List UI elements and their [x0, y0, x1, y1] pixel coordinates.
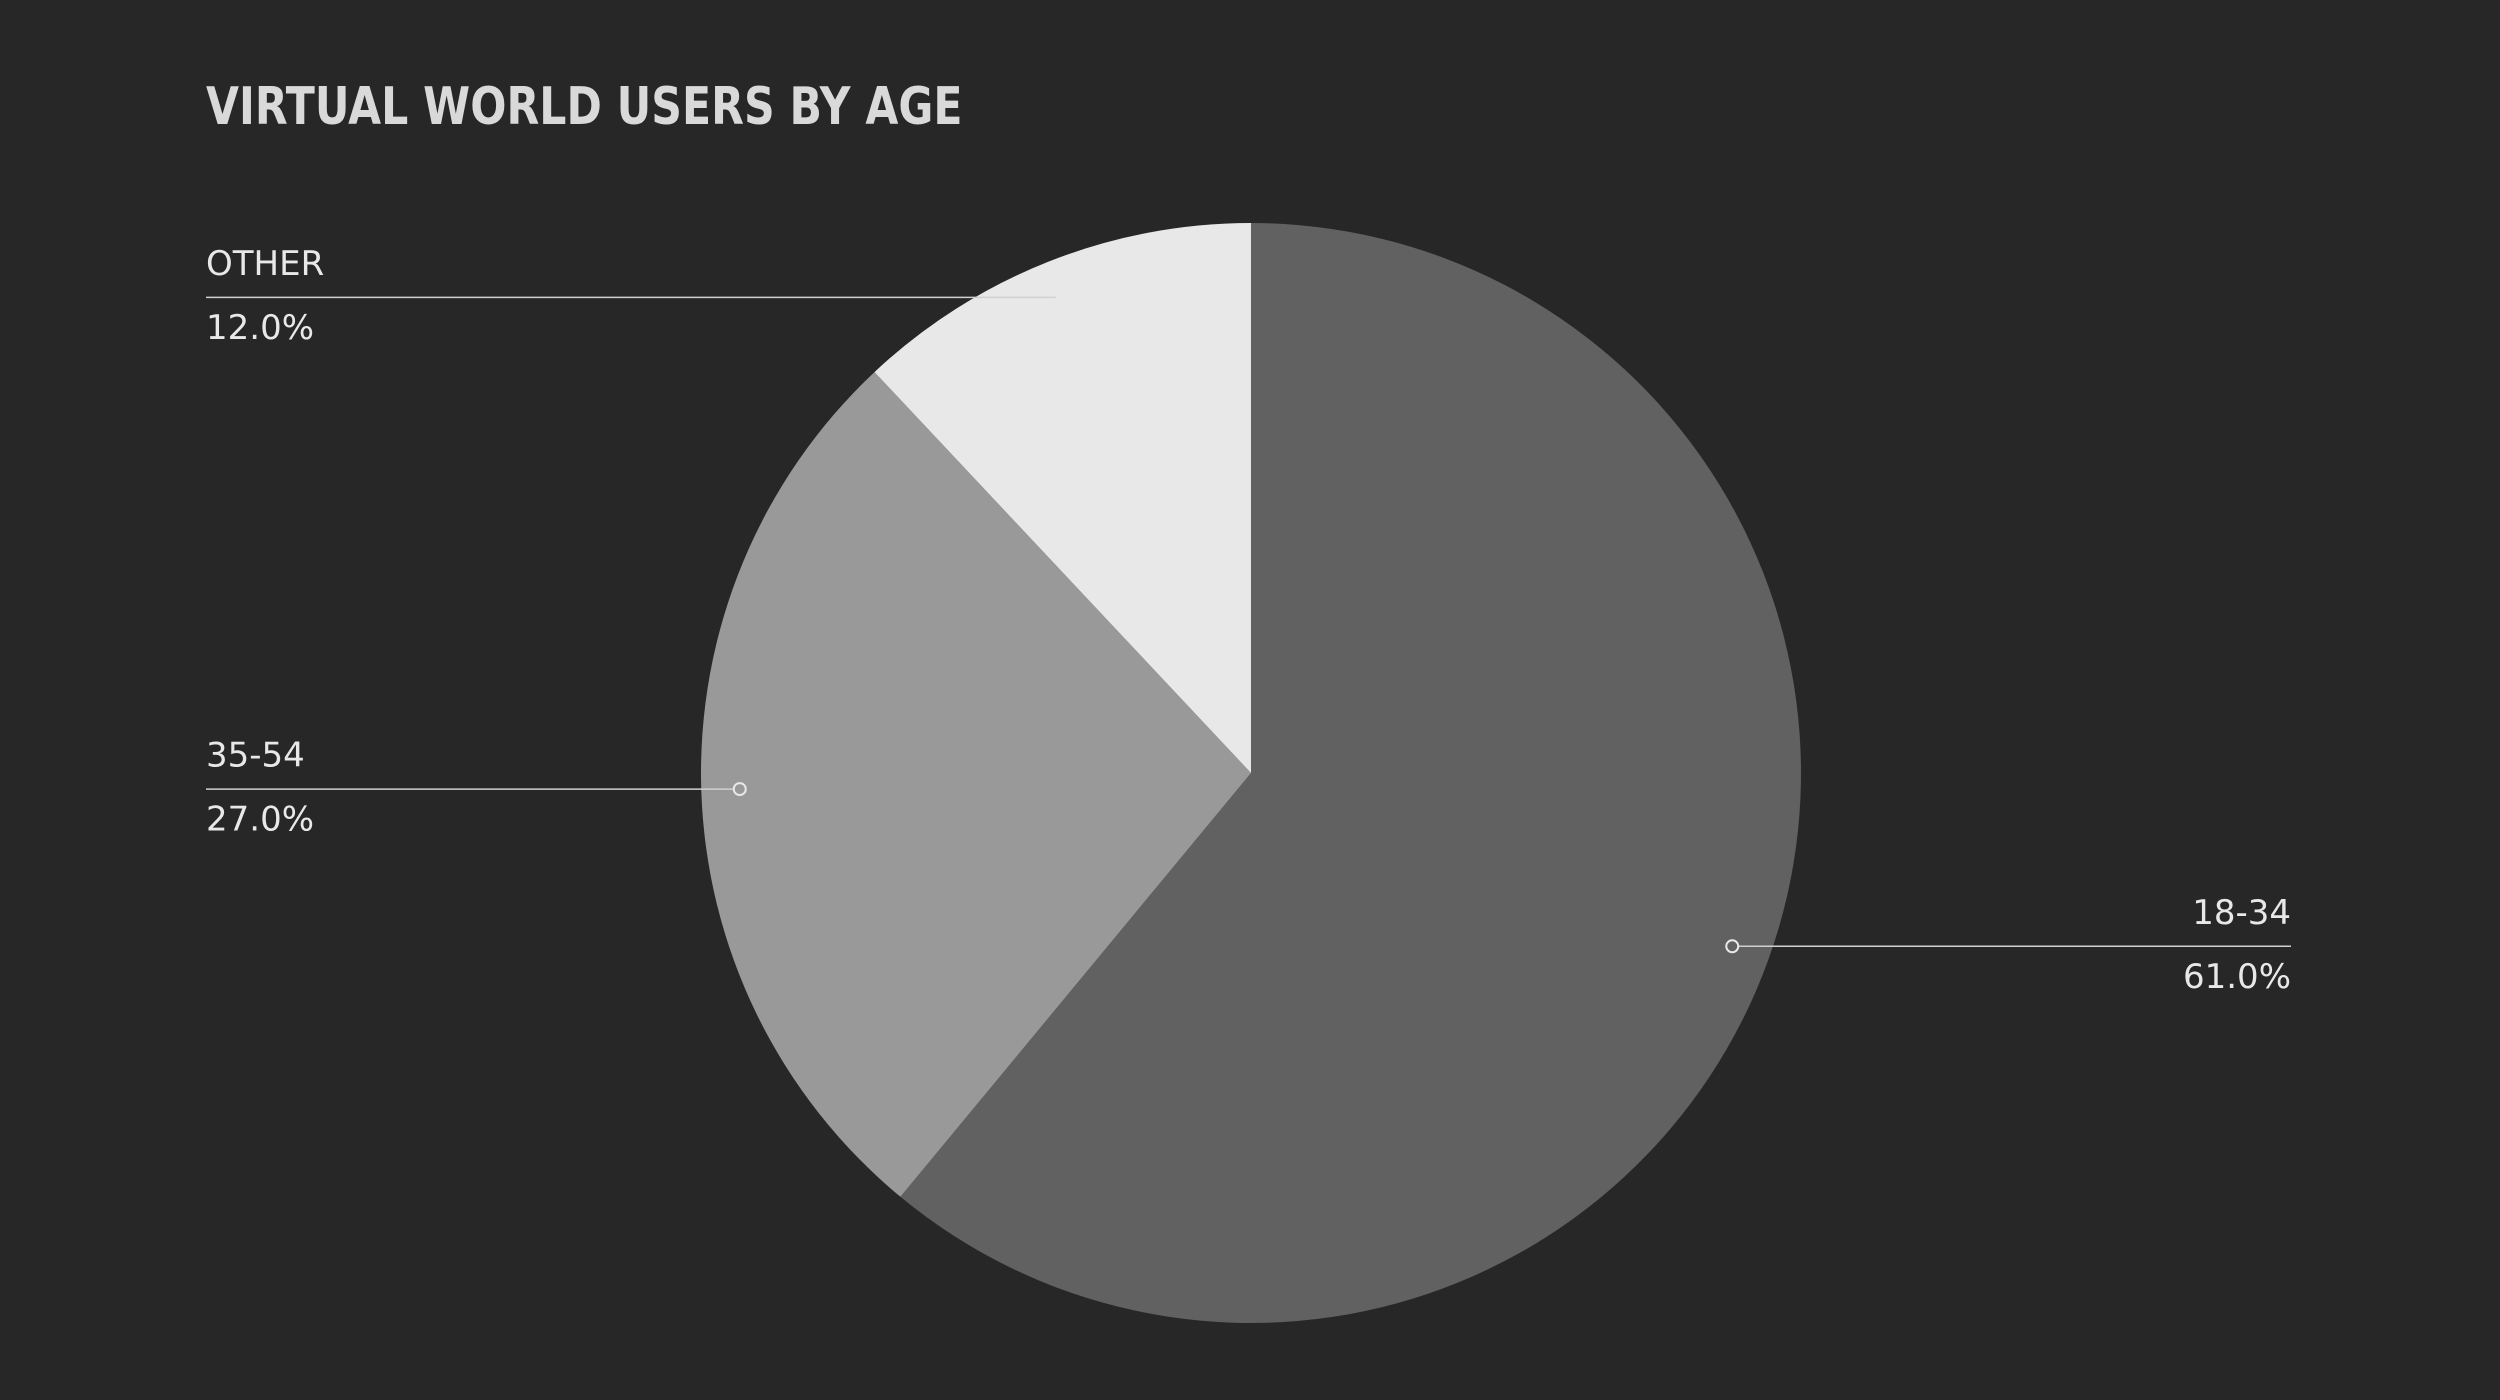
slice-value-label: 61.0%	[2183, 957, 2291, 997]
leader-dot	[732, 782, 747, 797]
leader-dot	[1725, 939, 1740, 954]
slice-label: 18-34	[2192, 893, 2291, 933]
slice-value-label: 27.0%	[206, 800, 314, 840]
slice-label: OTHER	[206, 244, 324, 284]
slice-value-label: 12.0%	[206, 308, 314, 348]
pie-slice	[900, 223, 1801, 1323]
chart-title: VIRTUAL WORLD USERS BY AGE	[206, 77, 963, 137]
slice-label: 35-54	[206, 736, 305, 776]
pie-slice	[874, 223, 1251, 773]
pie-slice	[701, 372, 1251, 1197]
leader-dot	[1055, 290, 1070, 305]
